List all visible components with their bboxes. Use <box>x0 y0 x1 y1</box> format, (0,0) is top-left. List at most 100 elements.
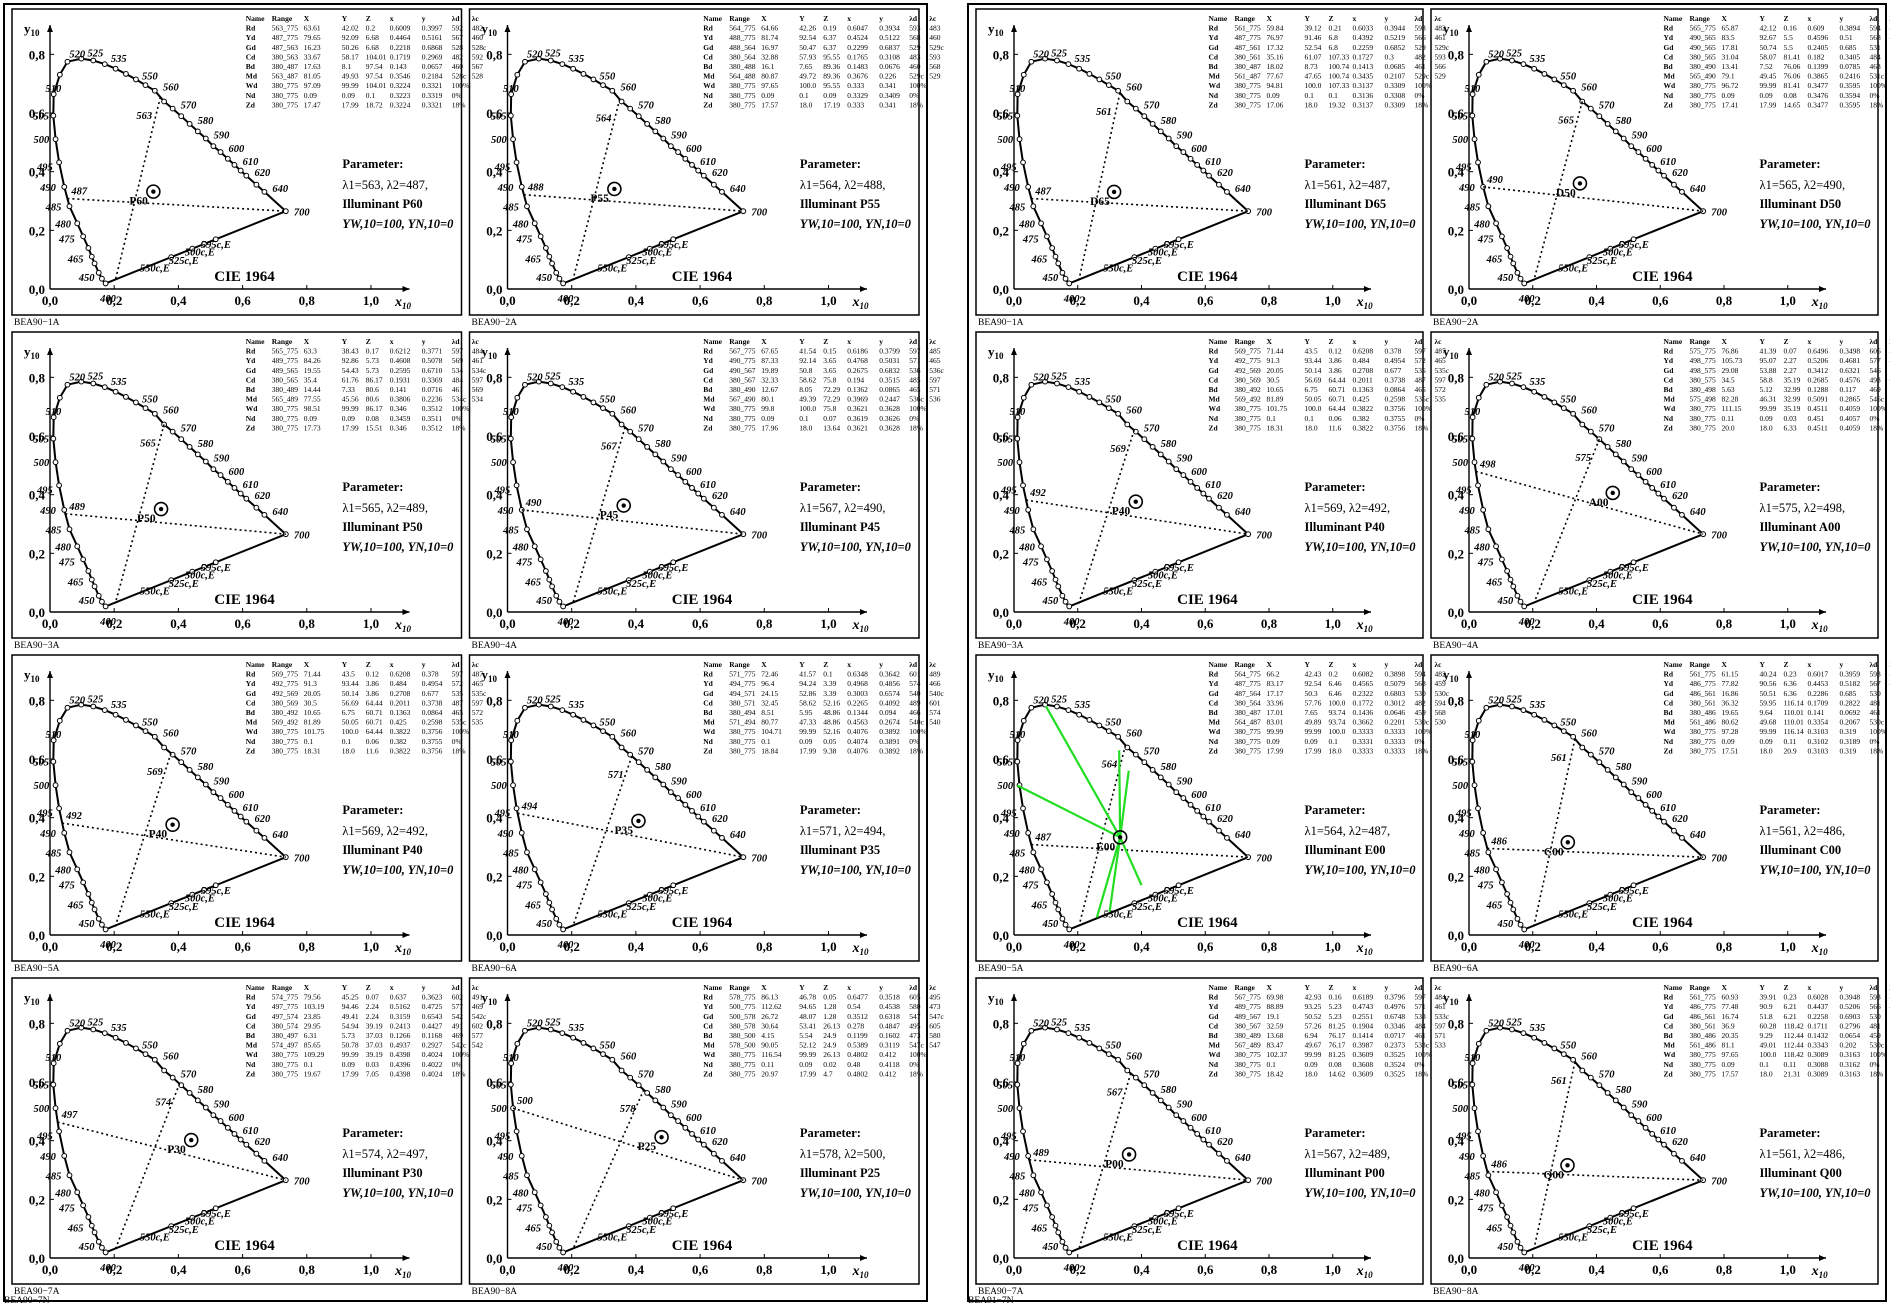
table-cell: 32.99 <box>1783 395 1800 404</box>
locus-point <box>1649 807 1656 814</box>
y-tick-label: 0,4 <box>993 488 1010 503</box>
locus-point <box>1149 767 1156 773</box>
table-cell: Wd <box>1663 81 1676 90</box>
table-cell: 0.1709 <box>1807 698 1828 707</box>
table-cell: 561_487 <box>1234 72 1261 81</box>
y-tick-label: 0,8 <box>993 693 1010 708</box>
locus-point <box>231 161 238 168</box>
table-cell: Zd <box>703 100 713 109</box>
table-cell: 3.39 <box>823 679 836 688</box>
param-wavelengths: λ1=571, λ2=494, <box>800 824 886 838</box>
table-cell: 5.5 <box>1783 33 1793 42</box>
y-tick-label: 0,4 <box>486 488 503 503</box>
y-axis-label: y10 <box>24 21 40 38</box>
table-cell: 0.3806 <box>390 395 411 404</box>
x-tick-label: 0,2 <box>564 293 580 308</box>
table-cell: Bd <box>1663 708 1673 717</box>
param-luminance: YW,10=100, YN,10=0 <box>800 1186 912 1200</box>
table-header-cell: Y <box>1759 660 1765 669</box>
lambda2-label: 500 <box>517 1096 534 1107</box>
locus-point <box>1173 1112 1180 1119</box>
table-cell: 529 <box>1414 43 1426 52</box>
param-heading: Parameter: <box>342 157 403 171</box>
table-cell: 0.3369 <box>422 375 443 384</box>
table-cell: 594 <box>1434 698 1446 707</box>
highlight-line <box>1108 837 1122 912</box>
table-cell: 2.27 <box>1783 356 1796 365</box>
x-axis-arrow <box>1364 286 1371 292</box>
locus-label: 500 <box>33 458 50 469</box>
table-cell: 380_492 <box>1234 385 1261 394</box>
lambda2-label: 486 <box>1490 1159 1508 1170</box>
table-cell: Wd <box>1208 1050 1221 1059</box>
table-cell: 0.3515 <box>879 375 900 384</box>
purple-label: 595c,E <box>658 563 688 574</box>
table-cell: 17.47 <box>304 100 321 109</box>
table-cell: 567_775 <box>729 347 756 356</box>
y-tick-label: 0,6 <box>29 1075 46 1090</box>
locus-label: 700 <box>751 207 768 218</box>
purple-label: 550c,E <box>597 586 627 597</box>
table-cell: Zd <box>1208 1069 1218 1078</box>
locus-label: 495 <box>493 162 510 173</box>
locus-label: 700 <box>1711 1176 1728 1187</box>
locus-point <box>1014 112 1021 119</box>
table-header-cell: x <box>847 660 851 669</box>
table-cell: 0.3137 <box>1352 100 1373 109</box>
table-cell: 0.1266 <box>390 1031 411 1040</box>
lambda2-line <box>1029 1158 1249 1181</box>
table-cell: 0.1168 <box>422 1031 443 1040</box>
param-heading: Parameter: <box>1305 157 1366 171</box>
locus-label: 640 <box>1235 507 1252 518</box>
purple-label: 550c,E <box>1558 586 1588 597</box>
table-cell: 54.43 <box>342 366 359 375</box>
locus-label: 400 <box>557 940 575 951</box>
white-point-label: P40 <box>1112 506 1131 518</box>
table-header-cell: λc <box>472 14 480 23</box>
x-tick-label: 0,4 <box>628 616 645 631</box>
table-cell: 17.01 <box>1266 708 1283 717</box>
purple-point <box>1619 887 1625 893</box>
y-tick-label: 0,4 <box>993 811 1010 826</box>
table-cell: 542 <box>452 1012 464 1021</box>
locus-label: 465 <box>67 578 84 589</box>
table-row: Bd 380_489 14.44 7.33 80.6 0.141 0.0716 461 569 <box>246 385 483 394</box>
lambda1-label: 563 <box>136 111 152 122</box>
y-tick-label: 0,4 <box>1448 488 1465 503</box>
locus-point <box>1649 161 1656 168</box>
locus-point <box>224 155 231 162</box>
lambda2-label: 489 <box>68 502 86 513</box>
locus-point <box>1604 1090 1611 1096</box>
y-tick-label: 0,2 <box>993 223 1009 238</box>
param-illuminant: Illuminant P40 <box>342 843 422 857</box>
locus-point <box>1587 428 1594 435</box>
purple-label: 525c,E <box>1587 902 1617 913</box>
panel-id: BEA90−2A <box>472 318 518 328</box>
y-axis-label: y10 <box>1443 21 1459 38</box>
lambda2-line <box>523 193 744 212</box>
table-cell: 57.26 <box>1304 1021 1321 1030</box>
table-cell: 41.54 <box>799 347 816 356</box>
purple-line <box>562 210 744 285</box>
table-cell: 92.14 <box>799 356 816 365</box>
locus-label: 550 <box>1105 1040 1122 1051</box>
locus-point <box>142 405 149 412</box>
table-cell: 20.05 <box>1266 366 1283 375</box>
table-cell: 100% <box>1414 727 1432 736</box>
locus-point <box>52 1105 59 1112</box>
table-cell: 0.5206 <box>1807 356 1828 365</box>
panel-id: BEA90−4A <box>472 641 518 651</box>
y-tick-label: 0,4 <box>993 1134 1010 1149</box>
locus-point <box>1105 1051 1112 1058</box>
table-cell: 100.0 <box>1304 404 1321 413</box>
table-cell: 91.3 <box>1266 356 1279 365</box>
table-cell: 594 <box>1414 670 1426 679</box>
locus-point <box>1510 260 1517 267</box>
locus-label: 400 <box>557 1263 575 1274</box>
purple-label: 500c,E <box>642 247 672 258</box>
locus-point <box>1030 849 1037 856</box>
panel-id: BEA90−5A <box>978 964 1024 974</box>
table-cell: 107.33 <box>1328 81 1349 90</box>
locus-label: 520 <box>1033 373 1050 384</box>
locus-point <box>1628 466 1635 473</box>
